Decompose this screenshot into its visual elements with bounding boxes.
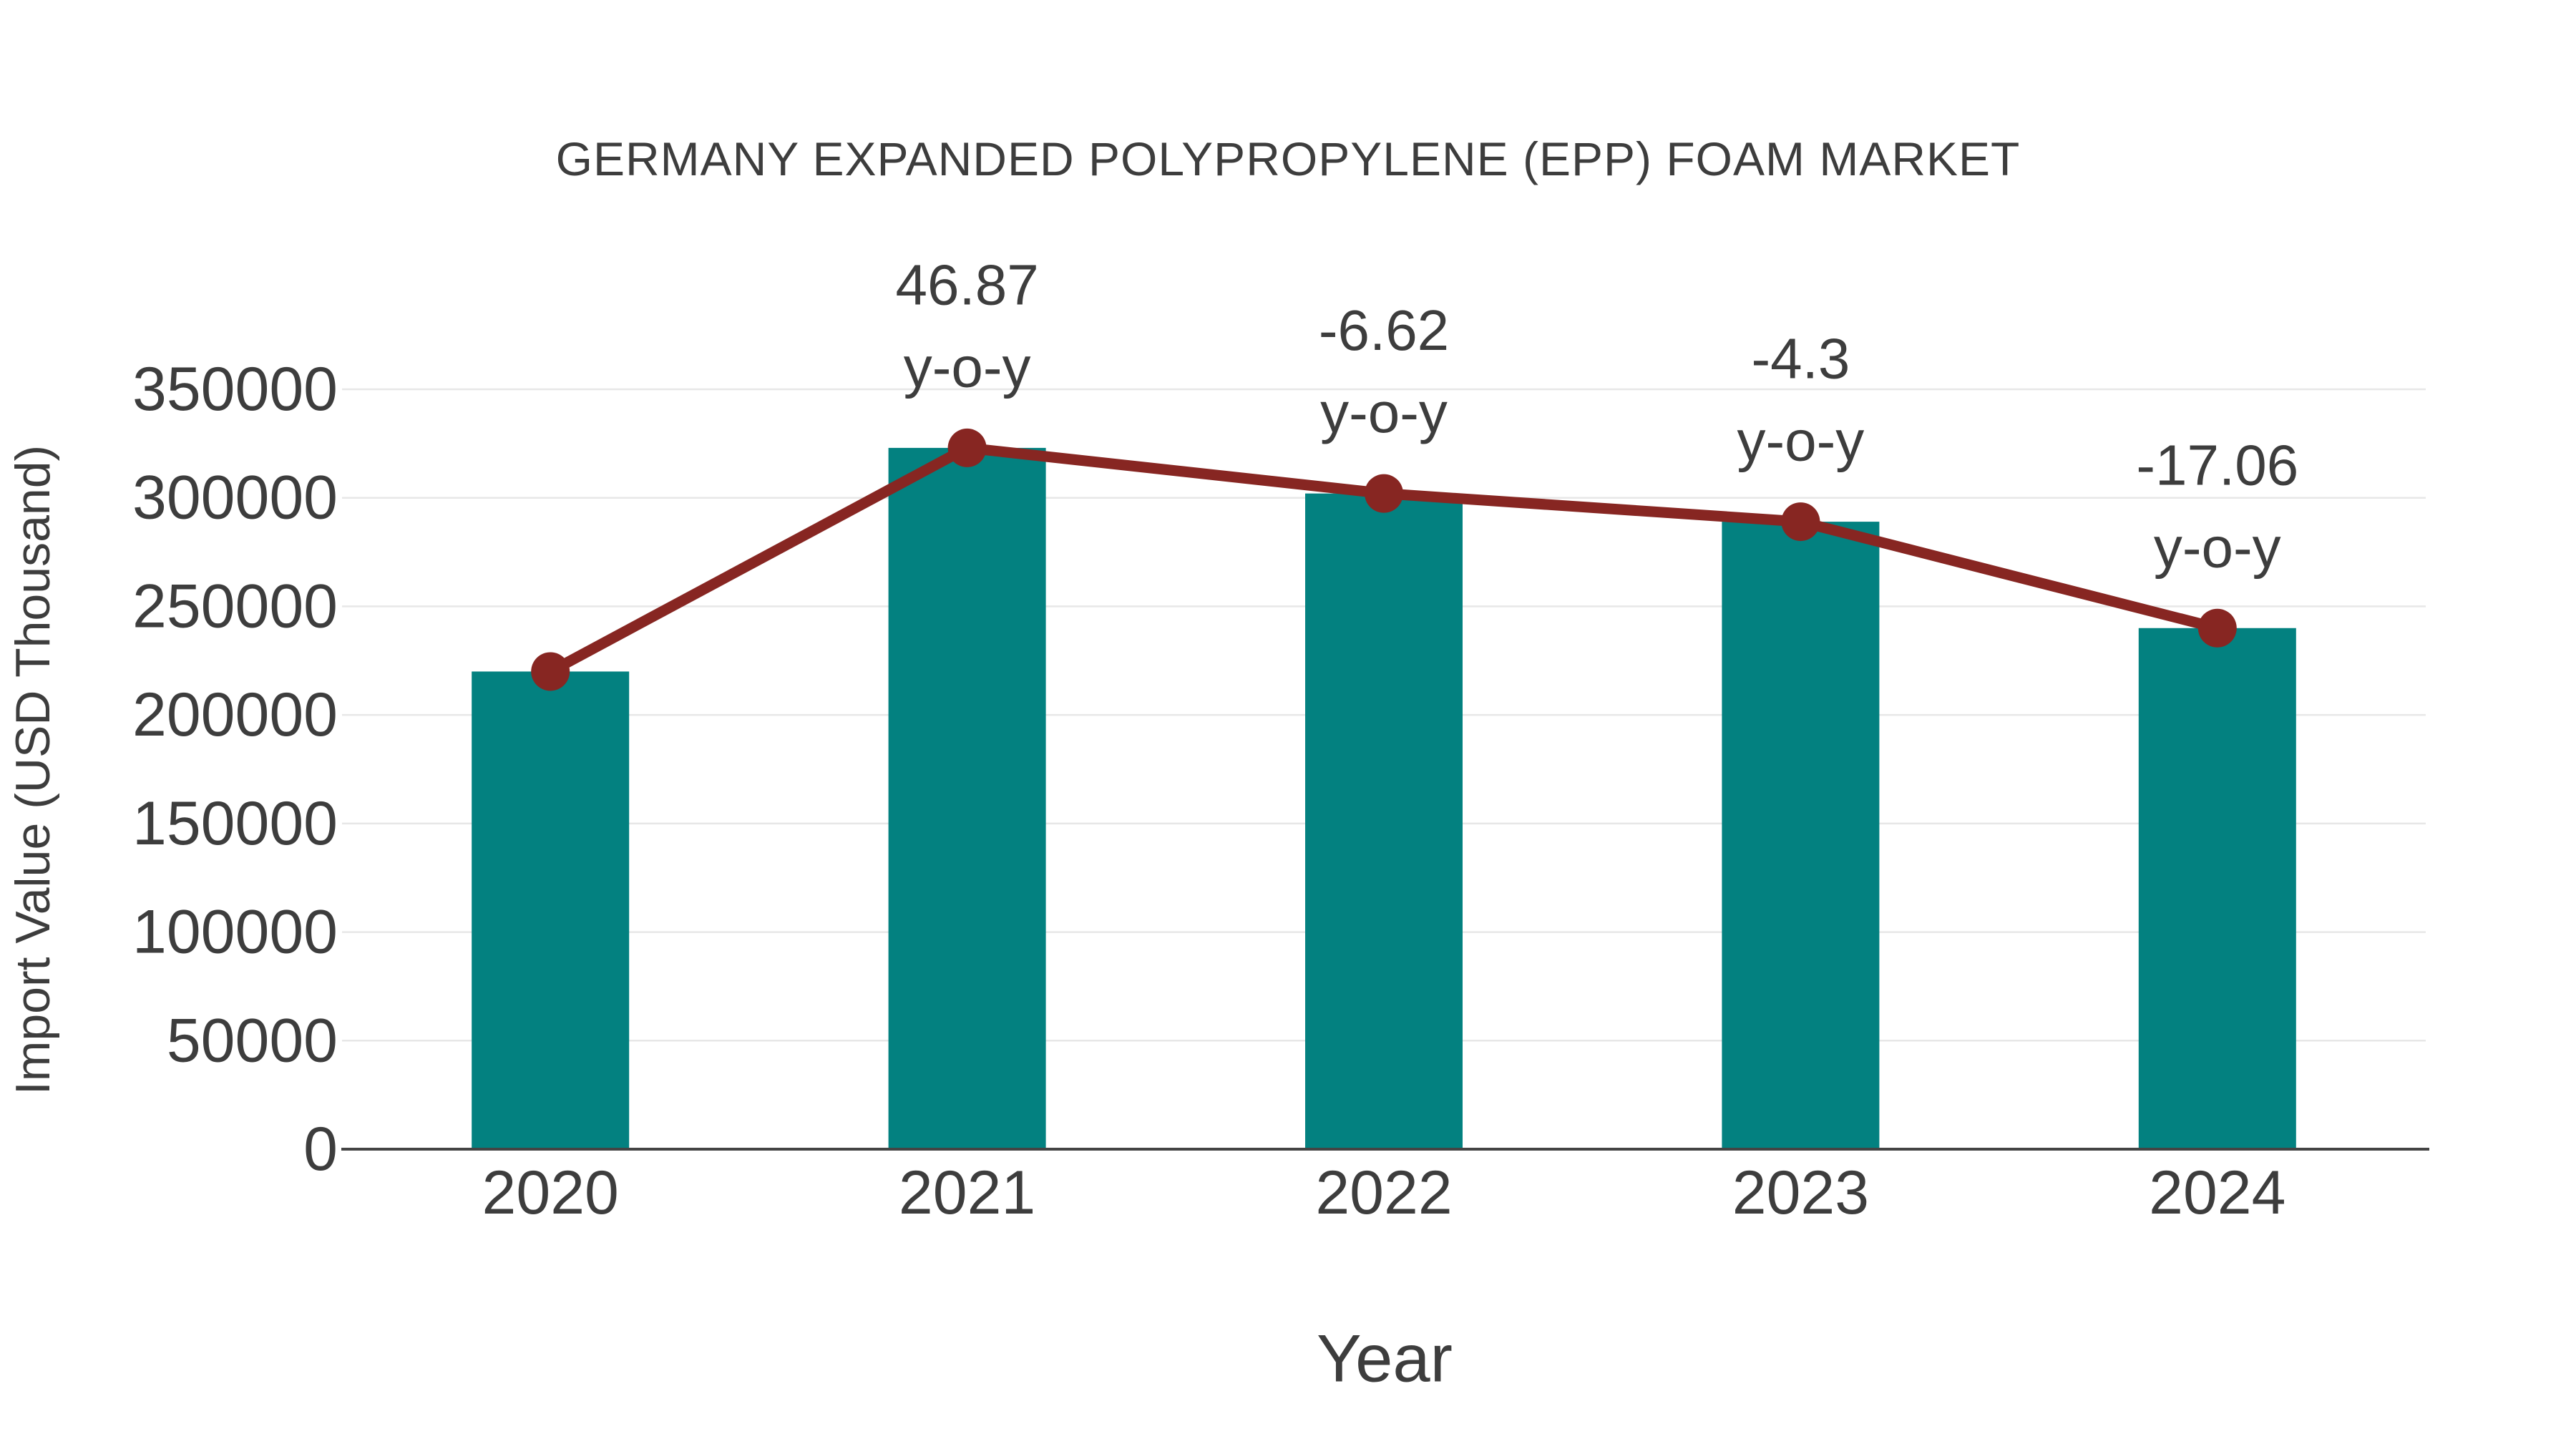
y-tick-250000: 250000 (132, 572, 338, 640)
y-tick-350000: 350000 (132, 355, 338, 424)
x-tick-2020: 2020 (482, 1158, 619, 1227)
annotation-2022-line1: -6.62 (1319, 298, 1449, 362)
marker-2020 (531, 652, 570, 691)
y-tick-200000: 200000 (132, 680, 338, 749)
x-tick-2024: 2024 (2149, 1158, 2285, 1227)
x-tick-2022: 2022 (1315, 1158, 1452, 1227)
annotation-2023-line2: y-o-y (1737, 409, 1865, 473)
x-axis-title: Year (1317, 1321, 1453, 1396)
annotation-2024-line1: -17.06 (2136, 433, 2298, 497)
marker-2024 (2197, 608, 2237, 648)
x-tick-2021: 2021 (899, 1158, 1035, 1227)
annotation-2024-line2: y-o-y (2154, 515, 2281, 579)
bar-2021 (888, 447, 1046, 1149)
annotation-2021-line2: y-o-y (904, 335, 1031, 399)
bar-2022 (1305, 493, 1463, 1149)
marker-2023 (1781, 502, 1820, 542)
x-tick-2023: 2023 (1732, 1158, 1869, 1227)
trend-line-layer (531, 428, 2237, 691)
bar-2020 (472, 671, 630, 1149)
y-tick-150000: 150000 (132, 789, 338, 858)
bar-2024 (2138, 628, 2296, 1149)
annotation-2023-line1: -4.3 (1751, 327, 1850, 391)
marker-2022 (1365, 474, 1403, 513)
y-tick-0: 0 (303, 1115, 338, 1184)
y-tick-50000: 50000 (167, 1006, 338, 1075)
chart-title: GERMANY EXPANDED POLYPROPYLENE (EPP) FOA… (556, 132, 2021, 185)
y-tick-100000: 100000 (132, 898, 338, 967)
bars (472, 447, 2296, 1149)
bar-2023 (1722, 522, 1880, 1149)
y-tick-300000: 300000 (132, 464, 338, 532)
annotation-2021-line1: 46.87 (895, 253, 1038, 316)
annotation-2022-line2: y-o-y (1320, 381, 1448, 444)
yoy-annotations: 46.87 y-o-y -6.62 y-o-y -4.3 y-o-y -17.06 y-o-y (895, 253, 2298, 579)
marker-2021 (947, 428, 987, 467)
x-tick-labels: 2020 2021 2022 2023 2024 (482, 1158, 2286, 1227)
y-axis-title: Import Value (USD Thousand) (6, 445, 60, 1095)
y-tick-labels: 0 50000 100000 150000 200000 250000 300000 3500… (132, 355, 338, 1184)
